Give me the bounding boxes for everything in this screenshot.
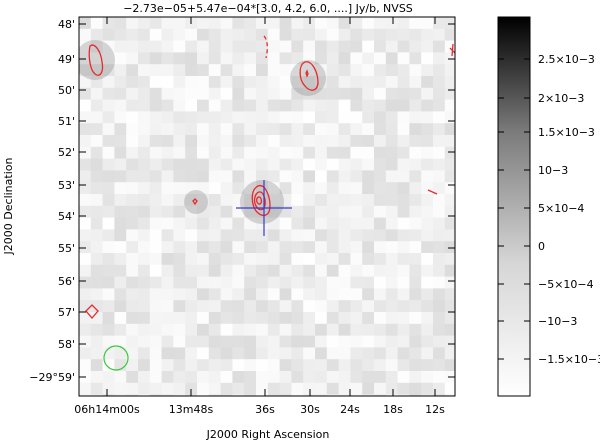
contour-source-negative-top <box>263 35 268 59</box>
x-axis-label: J2000 Right Ascension <box>206 428 330 441</box>
y-tick-label: 53' <box>58 179 75 192</box>
y-tick-label: 49' <box>58 53 75 66</box>
plot-frame <box>78 16 456 397</box>
colorbar-tick-label: 1.5×10−3 <box>538 126 595 139</box>
y-tick-label: −29°59' <box>29 371 75 384</box>
x-tick-label: 30s <box>300 403 320 416</box>
y-tick-label: 51' <box>58 115 75 128</box>
y-axis-label: J2000 Declination <box>2 158 15 256</box>
colorbar-tick-label: −10−3 <box>538 315 577 328</box>
x-tick-label: 24s <box>340 403 360 416</box>
y-tick-label: 56' <box>58 275 75 288</box>
colorbar-tick-labels: 2.5×10−3 2×10−3 1.5×10−3 10−3 5×10−4 0 −… <box>538 53 600 366</box>
contour-source-bottomleft <box>85 304 99 319</box>
colorbar-tick-label: −5×10−4 <box>538 278 594 291</box>
contour-source-topleft <box>88 44 104 76</box>
contour-source-edge-right <box>449 43 455 57</box>
colorbar-tick-label: 2×10−3 <box>538 92 584 105</box>
x-tick-labels: 06h14m00s 13m48s 36s 30s 24s 18s 12s <box>74 403 445 416</box>
x-axis-ticks <box>106 17 436 396</box>
y-tick-label: 52' <box>58 146 75 159</box>
y-tick-label: 55' <box>58 242 75 255</box>
x-tick-label: 18s <box>383 403 403 416</box>
colorbar-tick-label: 0 <box>538 240 545 253</box>
y-axis-ticks <box>79 23 455 378</box>
y-tick-labels: 48' 49' 50' 51' 52' 53' 54' 55' 56' 57' … <box>29 18 75 384</box>
x-tick-label: 06h14m00s <box>74 403 140 416</box>
x-tick-label: 36s <box>255 403 275 416</box>
y-tick-label: 57' <box>58 306 75 319</box>
y-tick-label: 50' <box>58 84 75 97</box>
x-tick-label: 12s <box>425 403 445 416</box>
colorbar-tick-label: 5×10−4 <box>538 202 584 215</box>
contour-target-inner <box>255 196 263 205</box>
colorbar-ticks <box>498 58 530 360</box>
colorbar-tick-label: 2.5×10−3 <box>538 53 595 66</box>
contour-source-upper-right-outer <box>299 61 319 91</box>
x-tick-label: 13m48s <box>169 403 214 416</box>
contour-target-outer <box>251 184 271 217</box>
figure-title: −2.73e−05+5.47e−04*[3.0, 4.2, 6.0, ....]… <box>123 2 413 15</box>
y-tick-label: 54' <box>58 210 75 223</box>
contour-small-left <box>192 198 198 206</box>
contour-source-upper-right-inner <box>305 69 309 78</box>
colorbar-tick-label: −1.5×10−3 <box>538 353 600 366</box>
y-tick-label: 58' <box>58 338 75 351</box>
grayscale-image <box>79 17 455 396</box>
contour-small-right <box>427 189 438 195</box>
colorbar <box>497 16 531 397</box>
beam-ellipse <box>103 345 129 371</box>
target-cross-marker <box>236 180 292 236</box>
y-tick-label: 48' <box>58 18 75 31</box>
colorbar-tick-label: 10−3 <box>538 164 568 177</box>
